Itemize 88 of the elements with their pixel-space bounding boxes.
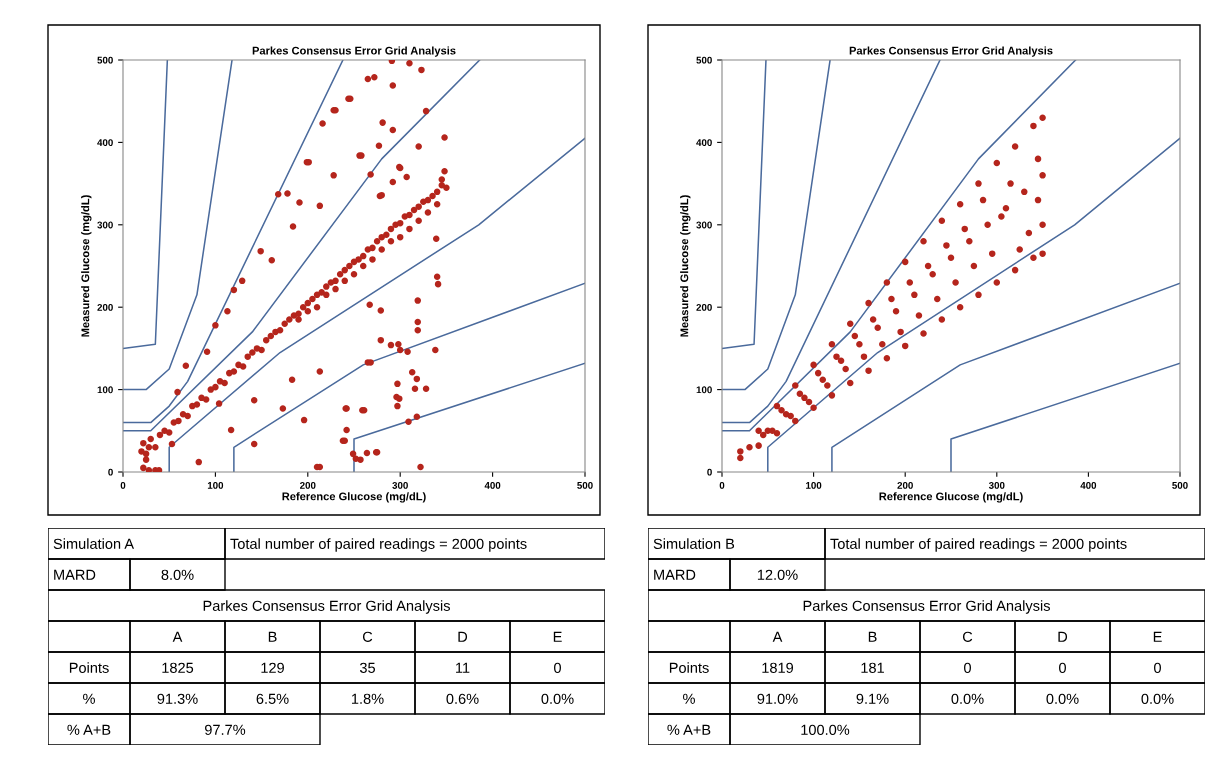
text: 91.3% <box>157 693 198 704</box>
line-series <box>123 60 344 424</box>
category-label: B <box>268 631 277 642</box>
line-series <box>123 60 233 391</box>
line-series <box>831 282 1180 472</box>
x-tick-label: 300 <box>392 481 408 489</box>
y-tick-label: 200 <box>97 303 113 311</box>
category-label: % <box>683 693 695 704</box>
text: 0.0% <box>541 693 574 704</box>
line-series <box>722 60 941 424</box>
category-label: C <box>962 631 973 642</box>
line-series <box>722 60 831 391</box>
x-tick-label: 400 <box>1080 481 1097 489</box>
category-label: A <box>172 631 183 642</box>
category-label: A <box>772 631 783 642</box>
x-tick-label: 100 <box>207 481 224 489</box>
y-tick-label: 400 <box>97 139 113 147</box>
line-series <box>722 60 1077 432</box>
y-tick-label: 0 <box>707 468 712 476</box>
text: 0 <box>1059 662 1066 673</box>
text: Total number of paired readings = 2000 points <box>830 538 1127 552</box>
text: 0.0% <box>1141 693 1174 704</box>
category-label: C <box>362 631 373 642</box>
text: Simulation A <box>53 538 135 549</box>
text: 0.0% <box>1046 693 1079 704</box>
category-label: Points <box>69 662 109 673</box>
y-axis-title: Measured Glucose (mg/dL) <box>81 195 92 337</box>
y-tick-label: 300 <box>696 221 712 229</box>
y-tick-label: 300 <box>97 221 113 229</box>
text: Total number of paired readings = 2000 points <box>230 538 527 552</box>
y-tick-label: 100 <box>696 386 712 394</box>
text: 1819 <box>762 662 794 673</box>
category-label: B <box>868 631 877 642</box>
category-label: E <box>1153 631 1162 642</box>
x-tick-label: 0 <box>719 481 725 489</box>
category-label: D <box>458 631 468 642</box>
text: 91.0% <box>757 693 798 704</box>
text: 0 <box>964 662 971 673</box>
text: % A+B <box>667 724 711 735</box>
category-label: E <box>553 631 562 642</box>
text: 0 <box>1154 662 1161 673</box>
text: % A+B <box>67 724 111 735</box>
x-tick-label: 300 <box>988 481 1005 489</box>
y-tick-label: 0 <box>108 468 113 476</box>
y-tick-label: 200 <box>696 303 712 311</box>
text: 12.0% <box>757 569 798 580</box>
text: MARD <box>54 569 96 580</box>
x-axis-title: Reference Glucose (mg/dL) <box>879 492 1023 503</box>
text: 0.6% <box>446 693 479 704</box>
x-axis-title: Reference Glucose (mg/dL) <box>282 492 426 503</box>
x-tick-label: 0 <box>120 481 126 489</box>
line-series <box>168 137 585 472</box>
text: 1.8% <box>351 693 384 704</box>
y-tick-label: 500 <box>97 56 113 64</box>
y-axis-title: Measured Glucose (mg/dL) <box>680 195 691 337</box>
x-tick-label: 400 <box>484 481 501 489</box>
text: 9.1% <box>856 693 889 704</box>
category-label: Points <box>669 662 709 673</box>
line-series <box>123 60 481 432</box>
text: 11 <box>456 662 470 673</box>
text: 100.0% <box>801 724 850 735</box>
x-tick-label: 200 <box>897 481 913 489</box>
text: 6.5% <box>256 693 289 704</box>
text: 1825 <box>162 662 194 673</box>
x-tick-label: 100 <box>806 481 822 489</box>
text: 97.7% <box>205 724 246 735</box>
text: 35 <box>359 662 375 673</box>
line-series <box>233 282 585 472</box>
text: Parkes Consensus Error Grid Analysis <box>203 600 450 614</box>
x-tick-label: 200 <box>300 481 316 489</box>
category-label: D <box>1058 631 1068 642</box>
text: Parkes Consensus Error Grid Analysis <box>803 600 1050 614</box>
chart-title: Parkes Consensus Error Grid Analysis <box>252 46 456 57</box>
x-tick-label: 500 <box>577 481 593 489</box>
line-series <box>767 137 1180 472</box>
y-tick-label: 500 <box>696 56 712 64</box>
text: 0.0% <box>951 693 984 704</box>
chart-title: Parkes Consensus Error Grid Analysis <box>849 46 1053 57</box>
text: 8.0% <box>161 569 194 580</box>
text: 0 <box>554 662 561 673</box>
x-tick-label: 500 <box>1172 481 1188 489</box>
text: 129 <box>261 662 284 673</box>
text: MARD <box>654 569 696 580</box>
text: Simulation B <box>653 538 735 549</box>
text: 181 <box>861 662 884 673</box>
category-label: % <box>83 693 95 704</box>
y-tick-label: 400 <box>696 139 712 147</box>
y-tick-label: 100 <box>97 386 113 394</box>
